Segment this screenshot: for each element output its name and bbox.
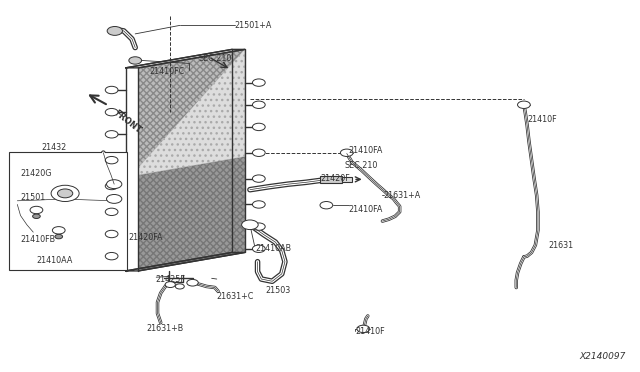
Polygon shape: [138, 157, 245, 271]
Bar: [342, 177, 352, 182]
Text: SEC.210: SEC.210: [344, 161, 378, 170]
Circle shape: [106, 180, 122, 189]
Text: FRONT: FRONT: [111, 109, 142, 135]
Circle shape: [357, 325, 370, 333]
Text: X2140097: X2140097: [579, 352, 626, 361]
Circle shape: [105, 253, 118, 260]
Text: 21410F: 21410F: [355, 327, 385, 336]
Circle shape: [30, 206, 43, 214]
Circle shape: [252, 149, 265, 157]
Circle shape: [105, 157, 118, 164]
Circle shape: [105, 131, 118, 138]
Text: 21410FC: 21410FC: [149, 67, 184, 76]
Text: 21410AB: 21410AB: [255, 244, 291, 253]
Circle shape: [58, 189, 73, 198]
Text: 21410FB: 21410FB: [20, 235, 56, 244]
Circle shape: [252, 223, 265, 230]
Circle shape: [252, 101, 265, 109]
Text: 21631+B: 21631+B: [147, 324, 184, 333]
Text: 21503: 21503: [266, 286, 291, 295]
Circle shape: [175, 284, 184, 289]
Circle shape: [106, 195, 122, 203]
Circle shape: [252, 245, 265, 253]
Circle shape: [242, 220, 258, 230]
Text: 21410FA: 21410FA: [349, 147, 383, 155]
Text: 21410FA: 21410FA: [349, 205, 383, 215]
Text: 21501: 21501: [20, 193, 45, 202]
Circle shape: [320, 202, 333, 209]
Circle shape: [252, 79, 265, 86]
Polygon shape: [138, 49, 245, 167]
Circle shape: [340, 149, 353, 157]
Text: 21631+A: 21631+A: [384, 191, 421, 200]
Circle shape: [252, 123, 265, 131]
Circle shape: [252, 201, 265, 208]
Text: 21631+C: 21631+C: [217, 292, 254, 301]
Text: 21420FA: 21420FA: [129, 233, 163, 242]
Text: 21420F: 21420F: [320, 174, 349, 183]
Text: 21501+A: 21501+A: [234, 21, 271, 30]
Circle shape: [105, 208, 118, 215]
Circle shape: [51, 185, 79, 202]
Text: 21432: 21432: [41, 143, 67, 152]
Circle shape: [105, 230, 118, 238]
Circle shape: [55, 234, 63, 239]
Text: 21425F: 21425F: [156, 275, 186, 283]
Polygon shape: [138, 49, 245, 175]
Circle shape: [187, 279, 198, 286]
Text: 21420G: 21420G: [20, 169, 52, 177]
Circle shape: [129, 57, 141, 64]
Circle shape: [105, 86, 118, 94]
Circle shape: [33, 214, 40, 218]
Text: 21410F: 21410F: [528, 115, 557, 124]
Circle shape: [518, 101, 531, 109]
Bar: [9, 152, 127, 270]
Text: 21410AA: 21410AA: [36, 256, 73, 265]
Circle shape: [105, 182, 118, 190]
Bar: [320, 176, 342, 183]
Circle shape: [107, 26, 122, 35]
Circle shape: [165, 282, 175, 288]
Circle shape: [52, 227, 65, 234]
Text: SEC.210: SEC.210: [199, 54, 232, 63]
Circle shape: [105, 109, 118, 116]
Circle shape: [252, 175, 265, 182]
Text: 21631: 21631: [548, 241, 573, 250]
